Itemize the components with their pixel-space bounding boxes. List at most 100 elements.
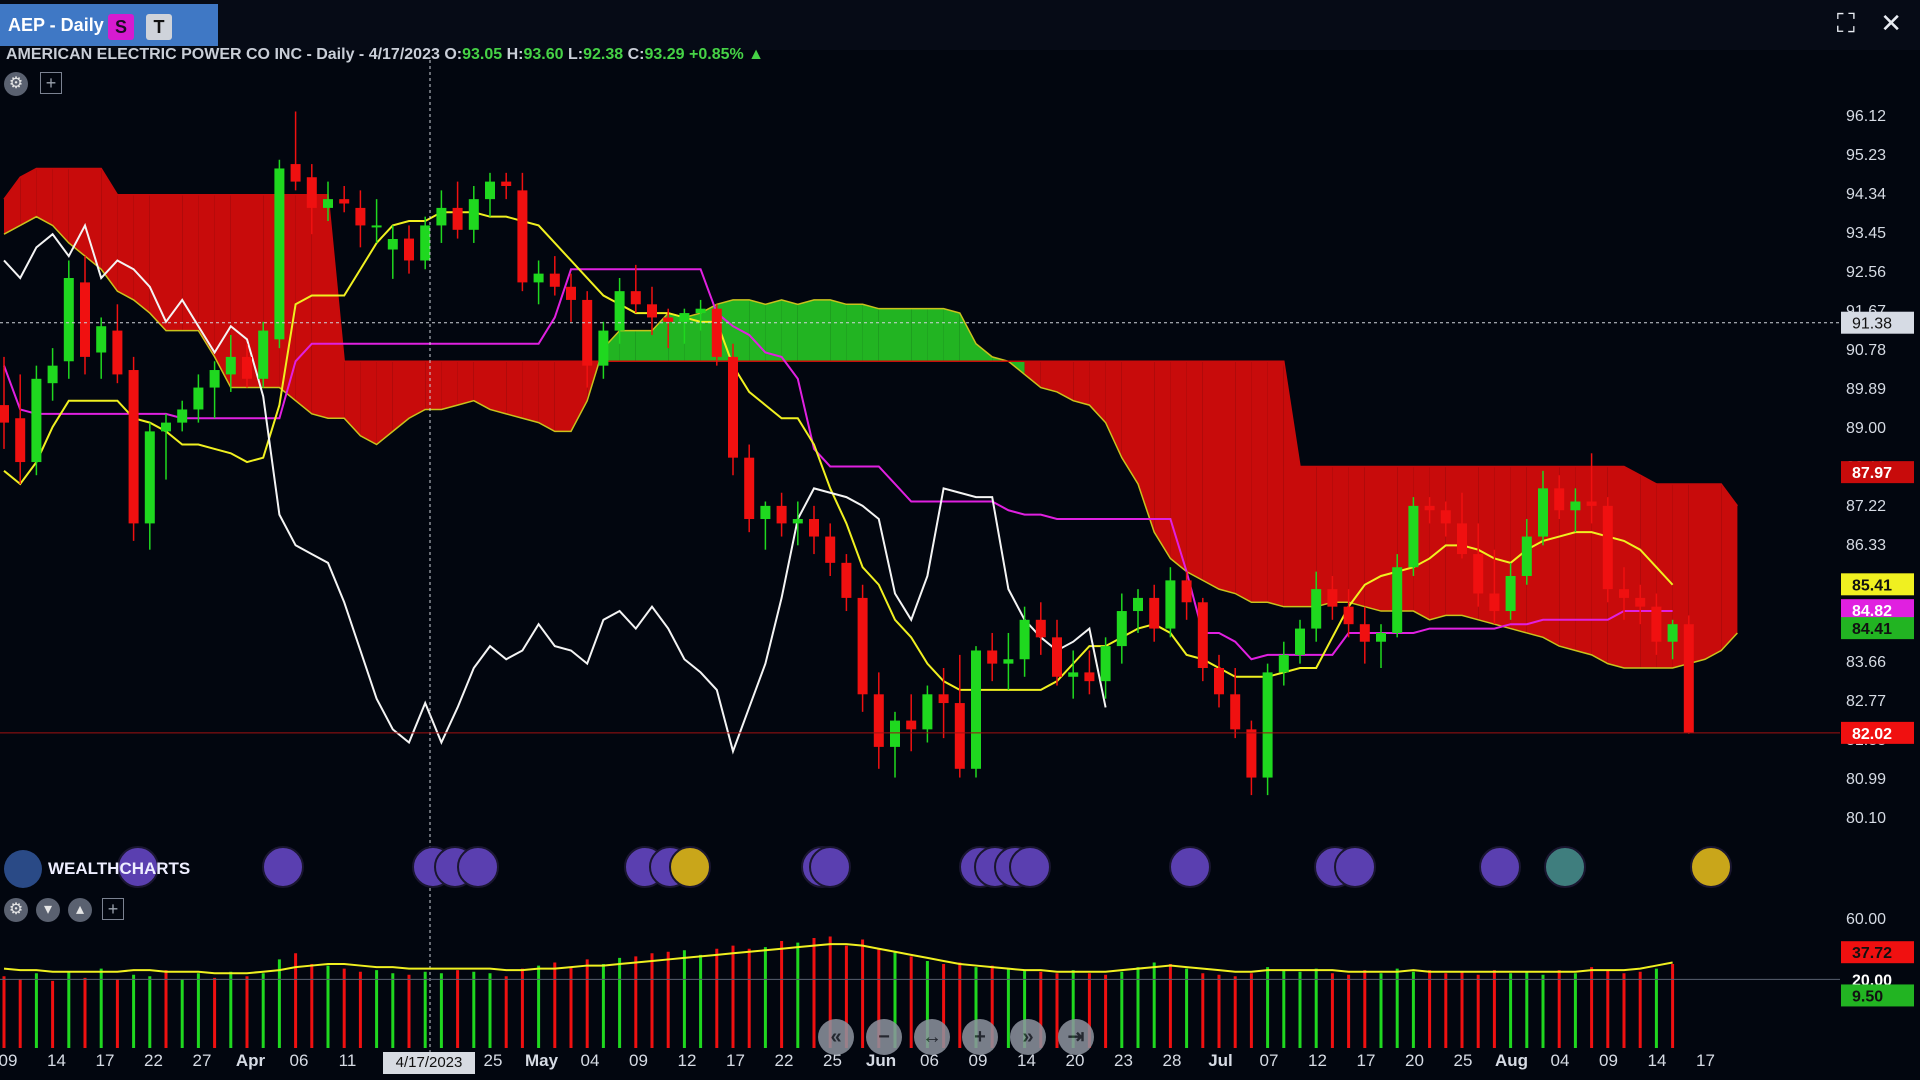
kumo-segment xyxy=(311,194,328,419)
price-tag-box xyxy=(1841,721,1914,744)
x-tick-label: Aug xyxy=(1495,1051,1528,1070)
candle-body xyxy=(225,356,236,375)
x-tick-label: 09 xyxy=(629,1051,648,1070)
low-value: 92.38 xyxy=(583,46,624,63)
kumo-segment xyxy=(4,177,21,235)
kumo-segment xyxy=(1705,483,1722,660)
candle-body xyxy=(355,207,366,226)
kumo-segment xyxy=(441,361,458,410)
earnings-icon xyxy=(457,846,499,888)
x-tick-label: 06 xyxy=(920,1051,939,1070)
kumo-segment xyxy=(117,194,134,300)
end-icon[interactable]: ⇥ xyxy=(1058,1019,1094,1055)
settings-icon[interactable]: ⚙ xyxy=(4,72,28,96)
kumo-segment xyxy=(328,194,345,419)
collapse-up-icon[interactable]: ▴ xyxy=(68,898,92,922)
close-label: C: xyxy=(627,46,645,63)
zoom-in-icon[interactable]: + xyxy=(962,1019,998,1055)
logo-icon xyxy=(4,850,42,888)
volume-settings-icon[interactable]: ⚙ xyxy=(4,898,28,922)
y-tick-label: 80.99 xyxy=(1846,771,1886,788)
collapse-down-icon[interactable]: ▾ xyxy=(36,898,60,922)
candle-body xyxy=(938,694,949,704)
x-tick-label: 17 xyxy=(1357,1051,1376,1070)
kumo-segment xyxy=(976,343,993,362)
x-tick-label: 06 xyxy=(290,1051,309,1070)
kumo-segment xyxy=(1186,361,1203,581)
kumo-segment xyxy=(20,168,37,226)
dividend-icon xyxy=(1690,846,1732,888)
kumo-segment xyxy=(878,308,895,362)
kumo-segment xyxy=(101,168,118,292)
volume-tick-label: 60.00 xyxy=(1846,911,1886,928)
kumo-segment xyxy=(571,361,588,432)
kumo-segment xyxy=(376,361,393,445)
kumo-segment xyxy=(1721,483,1738,651)
kumo-segment xyxy=(814,299,831,362)
candle-body xyxy=(906,720,917,730)
candle-body xyxy=(1651,606,1662,642)
candle-body xyxy=(15,418,26,463)
close-icon[interactable]: ✕ xyxy=(1880,8,1902,38)
x-tick-label: 09 xyxy=(1599,1051,1618,1070)
x-tick-label: 04 xyxy=(581,1051,600,1070)
brand-logo: WEALTHCHARTS xyxy=(4,850,190,888)
price-tag-label: 84.41 xyxy=(1852,621,1892,638)
x-tick-label: May xyxy=(525,1051,559,1070)
rewind-icon[interactable]: « xyxy=(818,1019,854,1055)
candle-body xyxy=(663,317,674,322)
x-tick-label: 09 xyxy=(969,1051,988,1070)
price-tag-box xyxy=(1841,573,1914,596)
kumo-segment xyxy=(1445,466,1462,616)
kumo-segment xyxy=(959,313,976,362)
kumo-segment xyxy=(1316,466,1333,607)
fullscreen-icon[interactable]: ⛶ xyxy=(1836,8,1855,38)
volume-add-icon[interactable]: + xyxy=(102,898,124,920)
candle-body xyxy=(1619,589,1629,598)
candle-body xyxy=(1052,637,1062,677)
window-title-bar: AEP - Daily S T ⛶ ✕ xyxy=(0,0,1920,50)
zoom-out-icon[interactable]: − xyxy=(866,1019,902,1055)
candle-body xyxy=(647,304,657,318)
badge-t[interactable]: T xyxy=(146,14,172,40)
candle-body xyxy=(1635,597,1646,607)
kumo-segment xyxy=(490,361,507,414)
candle-body xyxy=(792,519,803,524)
forward-icon[interactable]: » xyxy=(1010,1019,1046,1055)
badge-s[interactable]: S xyxy=(108,14,134,40)
add-study-icon[interactable]: + xyxy=(40,72,62,94)
candle-body xyxy=(258,330,269,379)
kumo-segment xyxy=(1672,483,1689,669)
candle-body xyxy=(954,703,965,769)
crosshair-price-label: 91.38 xyxy=(1852,316,1892,333)
candle-body xyxy=(242,356,252,379)
candle-body xyxy=(922,694,933,730)
kumo-segment xyxy=(1105,361,1122,458)
candle-body xyxy=(1683,624,1694,733)
x-tick-label: 17 xyxy=(726,1051,745,1070)
candle-body xyxy=(274,168,285,340)
kumo-segment xyxy=(149,194,166,331)
candle-body xyxy=(1343,606,1354,625)
x-tick-label: 20 xyxy=(1405,1051,1424,1070)
kumo-segment xyxy=(846,304,863,362)
candle-body xyxy=(1019,619,1030,660)
candle-body xyxy=(1165,580,1176,629)
kumo-segment xyxy=(1364,466,1381,612)
symbol-tab[interactable]: AEP - Daily S T xyxy=(0,4,218,46)
kumo-segment xyxy=(68,168,85,257)
x-tick-label: 07 xyxy=(1260,1051,1279,1070)
pan-icon[interactable]: ↔ xyxy=(914,1019,950,1055)
candle-body xyxy=(679,313,690,322)
chart-nav-controls: «− ↔ + » ⇥ xyxy=(818,1019,1106,1055)
candle-body xyxy=(1538,488,1548,537)
kumo-segment xyxy=(1332,466,1349,603)
candle-body xyxy=(209,370,220,388)
trend-icon xyxy=(1544,846,1586,888)
x-tick-label: 20 xyxy=(1066,1051,1085,1070)
candle-body xyxy=(1197,602,1208,669)
earnings-icon xyxy=(1479,846,1521,888)
candle-body xyxy=(144,431,155,524)
dividend-icon xyxy=(669,846,711,888)
